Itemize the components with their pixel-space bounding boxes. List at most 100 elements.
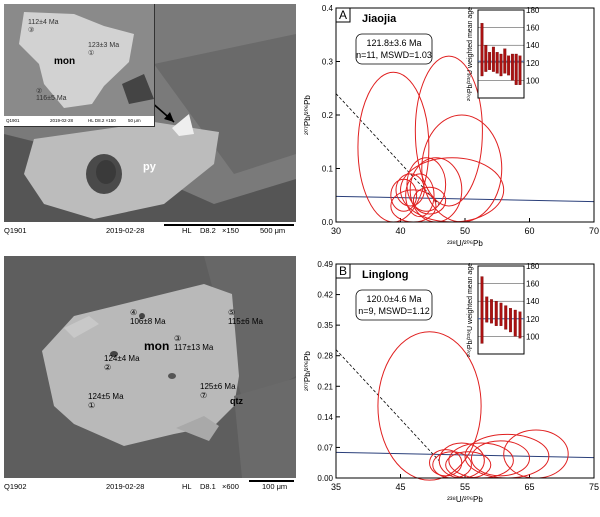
scale-bar [164, 224, 294, 226]
image-date: 2019-02-28 [106, 226, 145, 235]
inset-footer: Q1901 2019-02-28 HL D8.2 ×150 50 μm [4, 116, 154, 126]
error-ellipse [377, 331, 482, 481]
plot-title: Jiaojia [362, 13, 397, 25]
sem-info-bar-top: Q1901 2019-02-28 HL D8.2 ×150 500 μm [4, 222, 296, 240]
x-axis-label: ²³⁸U/²⁰⁶Pb [447, 239, 483, 248]
spot-3: ③ 117±13 Ma [174, 334, 214, 352]
detector: HL [182, 482, 192, 491]
panel-letter: B [339, 264, 347, 278]
x-axis-label: ²³⁸U/²⁰⁶Pb [447, 495, 483, 504]
age-box-line1: 120.0±4.6 Ma [367, 294, 422, 304]
y-tick-label: 0.3 [322, 58, 334, 67]
inset-age-bar [518, 311, 522, 339]
error-ellipse [412, 186, 447, 215]
inset-age-bar [513, 309, 517, 337]
inset-age-bar [507, 55, 511, 76]
monazite-grain [19, 12, 134, 108]
error-ellipse [357, 71, 430, 223]
y-axis-label: ²⁰⁷Pb/²⁰⁶Pb [303, 351, 312, 391]
scale-bar-label: 100 μm [262, 482, 288, 491]
age-box-line2: n=9, MSWD=1.12 [358, 306, 430, 316]
regression-line [335, 93, 440, 206]
sem-info-bar-bottom: Q1902 2019-02-28 HL D8.1 ×600 100 μm [4, 478, 296, 496]
error-ellipse [429, 449, 463, 477]
sem-inset: mon 112±4 Ma ③ 123±3 Ma ① ② 116±5 Ma Q1901 … [4, 4, 155, 127]
scale-bar-label: 500 μm [260, 226, 286, 235]
x-tick-label: 70 [589, 226, 599, 236]
plot-frame [335, 7, 595, 223]
sem-micrograph-bottom [4, 256, 296, 478]
spot-1: 124±5 Ma ① [88, 392, 124, 410]
weighted-mean-inset: 100 120 140 160 180 ²⁰⁶Pb/²³⁸U weighted mean … [466, 262, 540, 357]
inset-age-bar [499, 53, 503, 77]
inset-age-bar [494, 301, 498, 326]
y-tick-label: 0.14 [317, 413, 333, 422]
plot-a-svg: 30 40 50 60 70 0.0 0.1 0.2 0.3 0.4 A Jiaojia 121.8±3… [303, 4, 599, 248]
plot-b-svg: 35 45 55 65 75 0.00 0.07 0.14 0.21 0.28 0.35 0.42 0.… [303, 260, 599, 504]
inset-label-mon: mon [54, 56, 76, 67]
inset-y-label: ²⁰⁶Pb/²³⁸U weighted mean age [466, 7, 474, 101]
x-tick-label: 40 [395, 226, 405, 236]
error-ellipse [390, 178, 418, 212]
sample-id: Q1902 [4, 482, 27, 491]
inset-tick-label: 140 [526, 297, 540, 306]
magnification: ×600 [222, 482, 239, 491]
panel-letter: A [339, 8, 347, 22]
plot-title: Linglong [362, 269, 408, 281]
error-ellipse [405, 173, 435, 218]
x-tick-label: 30 [331, 226, 341, 236]
concordia-plot-a: 30 40 50 60 70 0.0 0.1 0.2 0.3 0.4 A Jiaojia 121.8±3… [300, 0, 600, 256]
error-ellipse [470, 440, 531, 477]
age-box [355, 289, 433, 321]
spot-7: 125±6 Ma ⑦ [200, 382, 236, 400]
x-tick-label: 75 [589, 482, 599, 492]
inset-age-bar [518, 55, 522, 85]
y-tick-label: 0.2 [322, 111, 334, 120]
working-distance: D8.2 [200, 226, 216, 235]
inset-age-bar [514, 53, 518, 85]
x-tick-label: 60 [524, 226, 534, 236]
y-tick-label: 0.4 [322, 4, 334, 13]
concordia-curve [335, 195, 595, 203]
inset-tick-label: 160 [526, 24, 540, 33]
y-tick-label: 0.35 [317, 321, 333, 330]
label-py: py [143, 161, 156, 173]
error-ellipse [395, 173, 425, 207]
plot-frame [335, 263, 595, 479]
inset-age-bar [490, 299, 493, 324]
inset-tick-label: 140 [526, 41, 540, 50]
inset-tick-label: 100 [526, 76, 540, 85]
inset-age-bar [509, 308, 512, 333]
y-tick-label: 0.1 [322, 165, 334, 174]
inset-tick-label: 120 [526, 315, 540, 324]
panel-letter-box [335, 7, 351, 23]
inset-y-label: ²⁰⁶Pb/²³⁸U weighted mean age [466, 263, 474, 357]
x-tick-label: 65 [524, 482, 534, 492]
spot-4: ④ 106±8 Ma [130, 308, 166, 326]
inset-age-bar [495, 52, 499, 74]
x-tick-label: 35 [331, 482, 341, 492]
sem-image-q1902: mon qtz ④ 106±8 Ma ⑤ 115±6 Ma ③ 117±13 Ma 1… [4, 256, 296, 496]
concordia-plot-b: 35 45 55 65 75 0.00 0.07 0.14 0.21 0.28 0.35 0.42 0.… [300, 256, 600, 512]
magnification: ×150 [222, 226, 239, 235]
inset-spot-1: 123±3 Ma ① [88, 42, 120, 57]
inset-tick-label: 180 [526, 6, 540, 15]
spot-2: 124±4 Ma ② [104, 354, 140, 372]
image-date: 2019-02-28 [106, 482, 145, 491]
sem-image-q1901: py mon 112±4 Ma ③ 123±3 Ma ① ② 116±5 Ma Q19… [4, 4, 296, 240]
x-tick-label: 50 [460, 226, 470, 236]
inset-age-bar [504, 305, 508, 330]
inset-tick-label: 120 [526, 59, 540, 68]
age-box-line1: 121.8±3.6 Ma [367, 38, 422, 48]
weighted-mean-inset: 100 120 140 160 180 ²⁰⁶Pb/²³⁸U weighted mean … [466, 6, 540, 101]
inset-age-bar [491, 46, 495, 72]
inset-age-bar [484, 45, 488, 72]
detector: HL [182, 226, 192, 235]
scale-bar [249, 480, 294, 482]
inset-age-bar [480, 23, 484, 77]
label-qtz: qtz [230, 396, 243, 406]
y-tick-label: 0.00 [317, 474, 333, 483]
y-tick-label: 0.21 [317, 382, 333, 391]
inset-age-bar [510, 53, 514, 81]
inset-age-bar [499, 302, 503, 326]
